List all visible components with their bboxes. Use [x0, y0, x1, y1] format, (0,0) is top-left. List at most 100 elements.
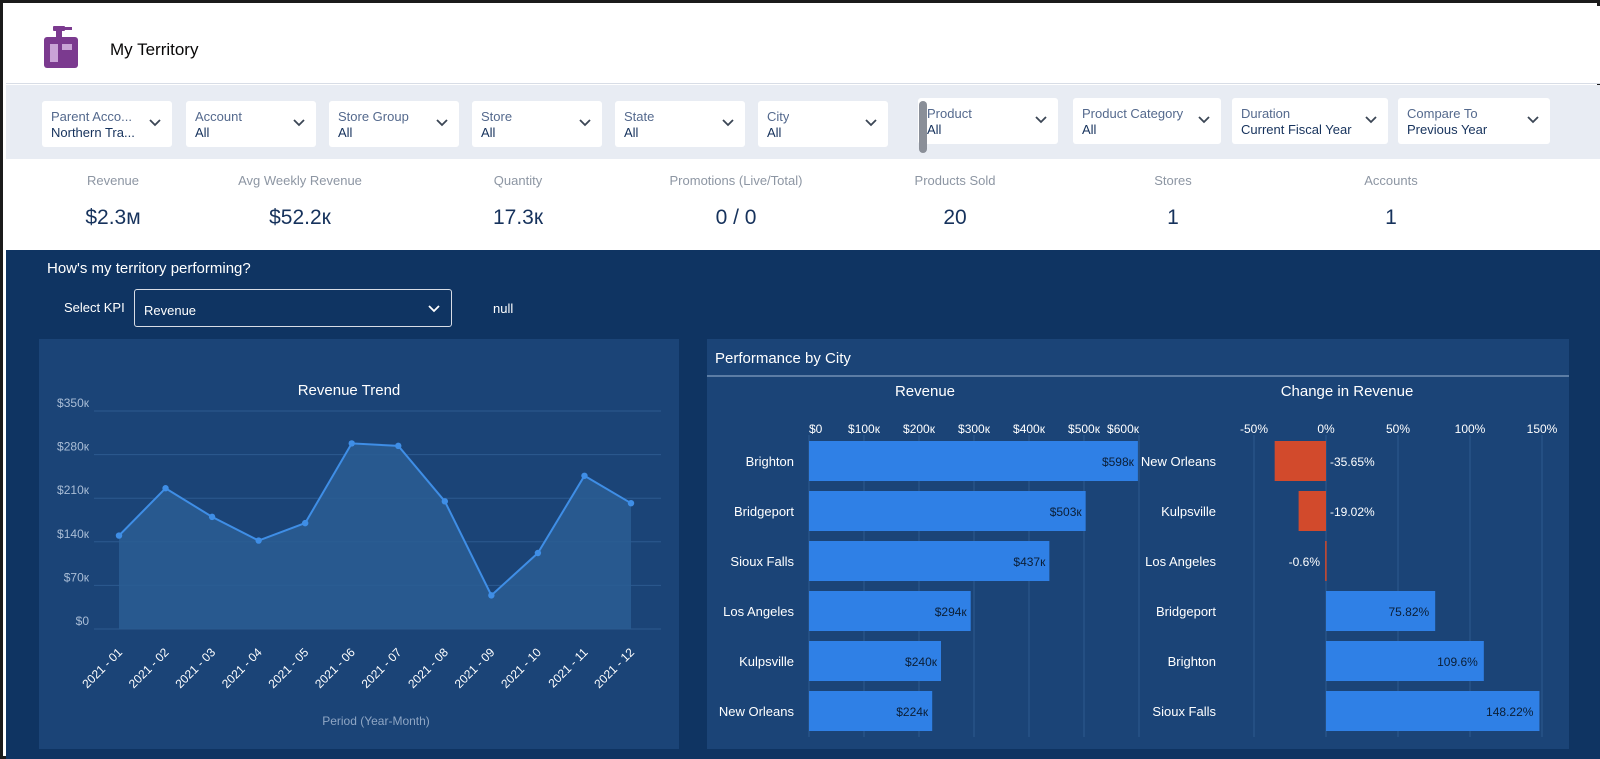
x-tick-label: 2021 - 02 [126, 645, 172, 691]
filter-compare-to[interactable]: Compare To Previous Year [1398, 98, 1550, 144]
category-label: Sioux Falls [1152, 704, 1216, 719]
filter-label: City [767, 109, 790, 124]
kpi-label: Revenue [86, 173, 140, 188]
bar-value-label: 109.6% [1437, 655, 1478, 669]
filter-label: State [624, 109, 655, 124]
category-label: Kulpsville [1161, 504, 1216, 519]
change-bar-negative [1274, 441, 1326, 481]
category-label: Brighton [1168, 654, 1216, 669]
filter-label: Account [195, 109, 242, 124]
x-tick-label: $100к [848, 422, 881, 436]
change-bar-negative [1298, 491, 1326, 531]
kpi-select[interactable]: Revenue [134, 289, 452, 327]
filter-value: All [624, 125, 639, 140]
filter-label: Duration [1241, 106, 1291, 121]
bar-value-label: $437к [1013, 555, 1046, 569]
category-label: Los Angeles [1145, 554, 1216, 569]
data-point [395, 442, 402, 450]
y-tick-label: $70к [64, 570, 90, 584]
filter-product[interactable]: Product All [918, 98, 1058, 144]
filter-label: Parent Acco... [51, 109, 132, 124]
data-point [534, 549, 542, 557]
data-point [208, 513, 216, 521]
revenue-line [118, 442, 632, 597]
filter-value: All [1082, 122, 1097, 137]
y-tick-label: $280к [57, 440, 90, 454]
revenue-bar [809, 691, 933, 731]
kpi-label: Stores [1154, 173, 1192, 188]
x-tick-label: 2021 - 01 [79, 645, 125, 691]
x-tick-label: 2021 - 03 [172, 645, 218, 691]
filter-city[interactable]: City All [758, 101, 888, 147]
x-tick-label: $400к [1013, 422, 1046, 436]
chevron-down-icon [1035, 116, 1047, 124]
filter-label: Compare To [1407, 106, 1478, 121]
app-header: My Territory [6, 6, 1600, 84]
filter-store[interactable]: Store All [472, 101, 602, 147]
filter-product-category[interactable]: Product Category All [1073, 98, 1221, 144]
data-point [627, 499, 635, 507]
kpi-label: Avg Weekly Revenue [238, 173, 362, 188]
data-point [348, 440, 355, 447]
filter-state[interactable]: State All [615, 101, 745, 147]
y-tick-label: $140к [57, 527, 90, 541]
revenue-bar [809, 541, 1050, 581]
filter-account[interactable]: Account All [186, 101, 316, 147]
x-tick-label: $500к [1068, 422, 1101, 436]
bar-value-label: $240к [905, 655, 938, 669]
filter-value: All [481, 125, 496, 140]
kpi-value: 1 [1385, 206, 1397, 229]
revenue-bar [809, 441, 1138, 481]
kpi-null-text: null [493, 301, 514, 316]
change-bar-negative [1325, 541, 1327, 581]
category-label: Los Angeles [723, 604, 794, 619]
kpi-value: 1 [1167, 206, 1179, 229]
y-tick-label: $0 [76, 614, 90, 628]
x-tick-label: 2021 - 11 [545, 645, 590, 690]
x-tick-label: 0% [1317, 422, 1335, 436]
x-tick-label: $600к [1107, 422, 1140, 436]
filter-label: Product [927, 106, 972, 121]
revenue-bar [809, 591, 971, 631]
category-label: New Orleans [719, 704, 795, 719]
x-tick-label: $300к [958, 422, 991, 436]
x-axis-label: Period (Year-Month) [322, 714, 430, 728]
kpi-label: Quantity [493, 173, 543, 188]
chart-title: Change in Revenue [1281, 383, 1414, 400]
x-tick-label: 2021 - 07 [359, 645, 405, 691]
data-point [115, 532, 123, 539]
revenue-bar [809, 641, 941, 681]
filter-value: Northern Tra... [51, 125, 135, 140]
x-tick-label: 150% [1527, 422, 1558, 436]
page-title: My Territory [110, 40, 199, 59]
change-bar-positive [1326, 691, 1540, 731]
category-label: Bridgeport [734, 504, 794, 519]
filter-value: All [927, 122, 942, 137]
data-point [301, 519, 309, 527]
kpi-label: Accounts [1364, 173, 1418, 188]
x-tick-label: 2021 - 08 [405, 645, 451, 691]
revenue-area [119, 443, 631, 629]
bar-value-label: $294к [935, 605, 968, 619]
chevron-down-icon [436, 119, 448, 127]
data-point [441, 498, 449, 505]
filter-store-group[interactable]: Store Group All [329, 101, 459, 147]
category-label: New Orleans [1141, 454, 1217, 469]
chevron-down-icon [1527, 116, 1539, 124]
y-tick-label: $350к [57, 396, 90, 410]
filter-duration[interactable]: Duration Current Fiscal Year [1232, 98, 1388, 144]
data-point [488, 592, 495, 599]
bar-value-label: 75.82% [1388, 605, 1429, 619]
x-tick-label: 2021 - 09 [452, 645, 498, 691]
kpi-label: Promotions (Live/Total) [669, 173, 803, 188]
bar-value-label: -35.65% [1330, 455, 1375, 469]
filter-parent-acco[interactable]: Parent Acco... Northern Tra... [42, 101, 172, 147]
kpi-select-value: Revenue [144, 303, 197, 318]
chevron-down-icon [293, 119, 305, 127]
chevron-down-icon [722, 119, 734, 127]
filter-scroll-handle[interactable] [919, 101, 927, 153]
revenue-trend-panel: Revenue Trend $0 $70к $140к $210к $280к $350к 2… [39, 339, 679, 749]
x-tick-label: $200к [903, 422, 936, 436]
filter-value: All [195, 125, 210, 140]
filter-value: All [767, 125, 782, 140]
